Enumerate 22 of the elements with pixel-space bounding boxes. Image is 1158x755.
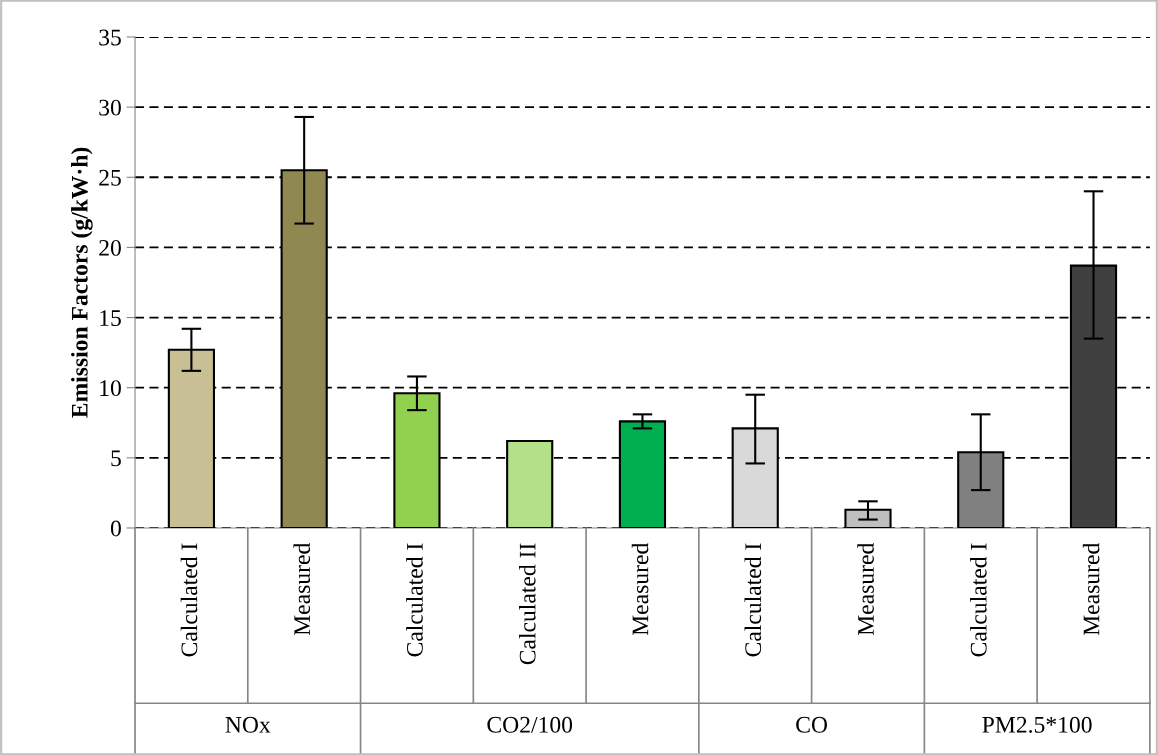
y-tick-label: 15: [100, 310, 121, 326]
x-tick-label: Measured: [1082, 542, 1100, 636]
x-tick-label: Calculated I: [180, 543, 198, 657]
x-tick-label: Measured: [293, 542, 311, 636]
y-tick-label: 20: [99, 239, 121, 256]
y-tick-label: 35: [99, 29, 121, 46]
y-tick-label: 10: [100, 380, 121, 397]
x-tick-label: Measured: [857, 542, 874, 636]
y-tick-label: 5: [111, 450, 121, 467]
text: CO2/100: [487, 716, 573, 733]
x-tick-label: Calculated II: [518, 543, 536, 665]
x-tick-label: Calculated I: [744, 543, 762, 657]
text: PM2.5*100: [982, 716, 1092, 733]
x-tick-label: Measured: [631, 542, 649, 636]
y-axis-title: Emission Factors (g/kW·h): [71, 147, 93, 418]
x-tick-label: Calculated I: [970, 543, 987, 657]
text: NOx: [225, 716, 271, 733]
y-tick-label: 0: [110, 520, 121, 537]
y-tick-label: 30: [99, 99, 121, 116]
x-tick-label: Calculated I: [406, 543, 423, 657]
text: CO: [796, 716, 828, 733]
y-tick-label: 25: [99, 169, 121, 186]
